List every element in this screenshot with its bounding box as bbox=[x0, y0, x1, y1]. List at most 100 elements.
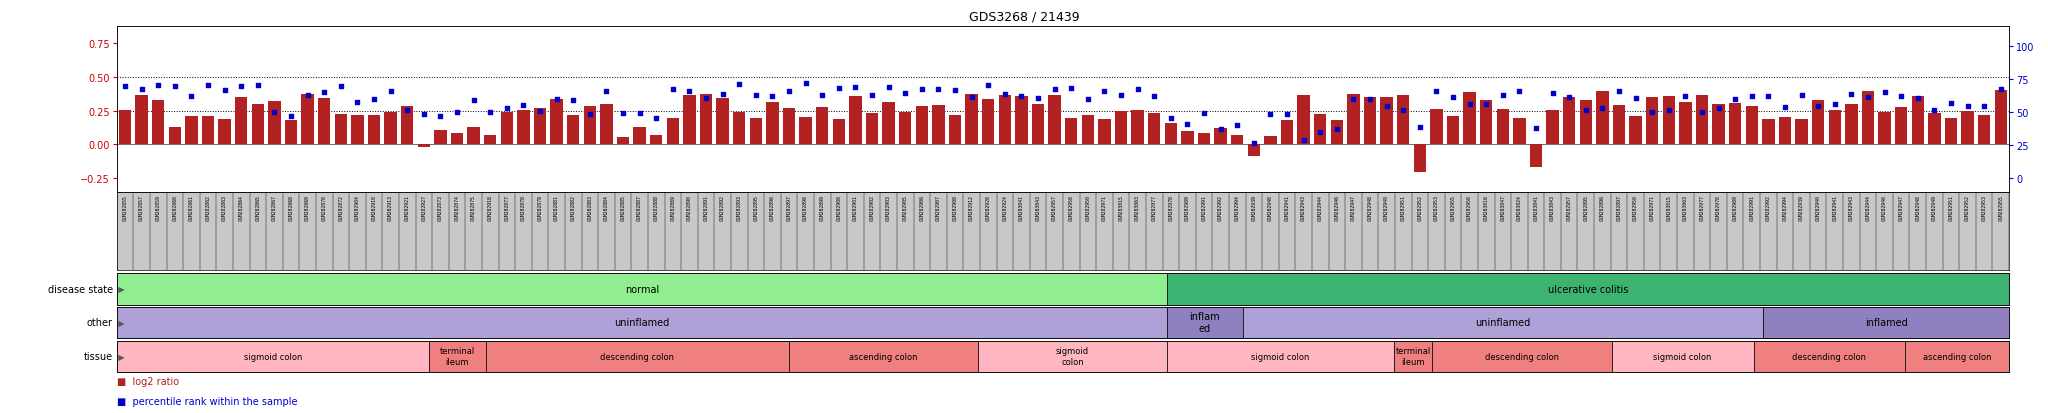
Bar bbox=[1315, 114, 1327, 145]
Point bbox=[424, 114, 457, 120]
Text: GSM282992: GSM282992 bbox=[1765, 195, 1772, 220]
Text: tissue: tissue bbox=[84, 351, 113, 361]
Point bbox=[193, 82, 225, 89]
Text: GSM282939: GSM282939 bbox=[1798, 195, 1804, 220]
Bar bbox=[518, 111, 530, 145]
Point bbox=[1585, 106, 1618, 112]
Bar bbox=[684, 95, 696, 145]
Bar bbox=[1065, 119, 1077, 145]
Bar bbox=[866, 114, 879, 145]
Text: GSM282944: GSM282944 bbox=[1866, 195, 1870, 220]
Point bbox=[889, 90, 922, 97]
Point bbox=[1653, 107, 1686, 114]
Bar bbox=[633, 128, 645, 145]
Bar bbox=[1016, 97, 1028, 145]
Text: sigmoid colon: sigmoid colon bbox=[1251, 352, 1311, 361]
Bar bbox=[1579, 100, 1591, 145]
Text: GSM283063: GSM283063 bbox=[1683, 195, 1688, 220]
Point bbox=[823, 85, 856, 92]
Text: GSM282902: GSM282902 bbox=[870, 195, 874, 220]
Text: GSM282870: GSM282870 bbox=[322, 195, 328, 220]
Bar bbox=[434, 131, 446, 145]
Bar bbox=[1978, 116, 1991, 145]
Bar bbox=[1397, 96, 1409, 145]
Bar bbox=[1430, 109, 1442, 145]
Bar bbox=[485, 341, 788, 372]
Point bbox=[274, 114, 307, 121]
Bar bbox=[750, 118, 762, 145]
Text: GSM282952: GSM282952 bbox=[1417, 195, 1421, 220]
Text: ascending colon: ascending colon bbox=[1923, 352, 1991, 361]
Bar bbox=[1780, 117, 1792, 145]
Text: GSM282918: GSM282918 bbox=[487, 195, 494, 220]
Point bbox=[674, 88, 707, 95]
Text: GSM282889: GSM282889 bbox=[670, 195, 676, 220]
Text: GSM282882: GSM282882 bbox=[571, 195, 575, 220]
Point bbox=[1884, 94, 1917, 100]
Point bbox=[1087, 88, 1120, 95]
Bar bbox=[1962, 112, 1974, 145]
Text: GSM282868: GSM282868 bbox=[289, 195, 293, 220]
Bar bbox=[1630, 117, 1642, 145]
Text: ascending colon: ascending colon bbox=[848, 352, 918, 361]
Text: ▶: ▶ bbox=[113, 285, 125, 294]
Text: GSM283043: GSM283043 bbox=[1550, 195, 1554, 220]
Text: GSM282855: GSM282855 bbox=[123, 195, 127, 220]
Text: GSM282971: GSM282971 bbox=[1651, 195, 1655, 220]
Bar bbox=[999, 96, 1012, 145]
Text: GSM282896: GSM282896 bbox=[770, 195, 774, 220]
Point bbox=[1221, 123, 1253, 129]
Text: GSM282958: GSM282958 bbox=[1069, 195, 1073, 220]
Text: GSM282903: GSM282903 bbox=[887, 195, 891, 220]
Text: GSM283043: GSM283043 bbox=[1036, 195, 1040, 220]
Text: GSM282890: GSM282890 bbox=[686, 195, 692, 220]
Text: GSM282977: GSM282977 bbox=[1700, 195, 1704, 220]
Point bbox=[524, 109, 557, 116]
Point bbox=[358, 96, 391, 103]
Point bbox=[938, 88, 971, 94]
Text: GSM282953: GSM282953 bbox=[1434, 195, 1440, 220]
Point bbox=[1370, 104, 1403, 110]
Bar bbox=[301, 95, 313, 145]
Point bbox=[508, 102, 541, 109]
Bar bbox=[788, 341, 977, 372]
Point bbox=[1802, 104, 1835, 110]
Text: terminal
ileum: terminal ileum bbox=[1395, 347, 1432, 366]
Bar bbox=[1432, 341, 1612, 372]
Bar bbox=[184, 116, 199, 145]
Text: GSM282904: GSM282904 bbox=[354, 195, 360, 220]
Point bbox=[756, 94, 788, 100]
Point bbox=[457, 97, 489, 104]
Text: GSM282884: GSM282884 bbox=[604, 195, 608, 220]
Text: GSM283041: GSM283041 bbox=[1020, 195, 1024, 220]
Text: terminal
ileum: terminal ileum bbox=[440, 347, 475, 366]
Point bbox=[1819, 102, 1851, 108]
Bar bbox=[1049, 96, 1061, 145]
Point bbox=[1454, 101, 1487, 108]
Bar bbox=[899, 112, 911, 145]
Bar bbox=[1845, 104, 1858, 145]
Point bbox=[1569, 107, 1602, 114]
Bar bbox=[252, 105, 264, 145]
Bar bbox=[1231, 136, 1243, 145]
Bar bbox=[135, 95, 147, 145]
Point bbox=[1952, 103, 1985, 110]
Text: GSM282941: GSM282941 bbox=[1833, 195, 1837, 220]
Point bbox=[307, 90, 340, 96]
Text: GSM282992: GSM282992 bbox=[1219, 195, 1223, 220]
Point bbox=[1935, 101, 1968, 107]
Bar bbox=[717, 99, 729, 145]
Bar bbox=[1927, 114, 1942, 145]
Bar bbox=[1763, 307, 2009, 338]
Point bbox=[1155, 116, 1188, 122]
Text: GSM282927: GSM282927 bbox=[422, 195, 426, 220]
Text: GSM282892: GSM282892 bbox=[721, 195, 725, 220]
Text: GSM282907: GSM282907 bbox=[936, 195, 940, 220]
Text: GSM282948: GSM282948 bbox=[1915, 195, 1921, 220]
Point bbox=[1253, 111, 1286, 118]
Text: GSM282950: GSM282950 bbox=[1085, 195, 1090, 220]
Point bbox=[242, 82, 274, 89]
Bar bbox=[1395, 341, 1432, 372]
Text: GSM282946: GSM282946 bbox=[1335, 195, 1339, 220]
Point bbox=[973, 83, 1006, 90]
